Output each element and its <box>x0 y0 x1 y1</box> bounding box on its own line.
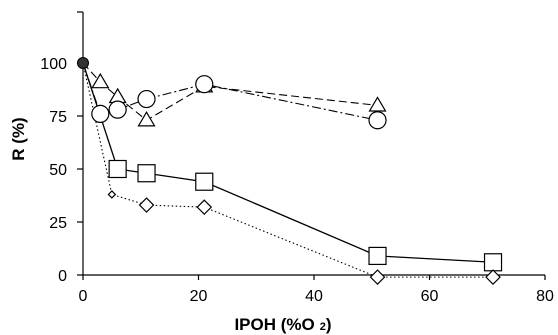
diamond-marker <box>369 269 386 285</box>
circle-marker <box>137 89 156 109</box>
series-line-diamond <box>82 62 494 278</box>
start-point-marker <box>77 57 89 69</box>
y-axis-title: R (%) <box>9 117 28 160</box>
series-markers <box>77 57 503 285</box>
triangle-marker <box>368 96 387 112</box>
series-line-triangle <box>82 62 378 121</box>
y-tick-label: 100 <box>40 56 67 73</box>
y-tick-label: 0 <box>58 268 67 285</box>
square-marker <box>195 172 214 191</box>
triangle-marker <box>108 87 127 104</box>
circle-marker <box>368 111 387 130</box>
square-marker <box>137 164 156 183</box>
x-tick-label: 0 <box>79 288 88 305</box>
triangle-marker <box>137 111 156 127</box>
square-marker <box>108 159 127 179</box>
diamond-marker <box>196 199 213 216</box>
x-tick-label: 80 <box>536 288 554 305</box>
x-axis-title-subscript: 2 <box>320 321 326 333</box>
x-tick-label: 40 <box>305 288 323 305</box>
triangle-marker <box>91 72 110 89</box>
circle-marker <box>195 75 214 94</box>
square-marker <box>368 246 387 266</box>
x-tick-label: 20 <box>190 288 208 305</box>
series-line-square <box>82 62 494 263</box>
y-tick-label: 50 <box>49 162 67 179</box>
diamond-marker <box>485 269 501 285</box>
x-axis-title: IPOH (%O 2) <box>234 315 331 334</box>
circle-marker <box>91 104 110 123</box>
axes: 0 20 40 60 80 0 25 50 75 100 <box>40 11 554 305</box>
y-tick-label: 25 <box>49 215 67 232</box>
x-tick-label: 60 <box>421 288 439 305</box>
square-marker <box>483 253 503 272</box>
series-line-circle <box>82 62 378 121</box>
diamond-marker <box>107 190 117 199</box>
x-axis-title-main: IPOH (%O <box>234 315 314 334</box>
circle-marker <box>108 100 127 119</box>
x-axis-title-close: ) <box>326 315 332 334</box>
series-lines <box>82 62 494 278</box>
y-ticks: 0 25 50 75 100 <box>40 11 83 285</box>
y-tick-label: 75 <box>49 109 67 126</box>
x-ticks: 0 20 40 60 80 <box>79 275 554 305</box>
diamond-marker <box>138 197 155 213</box>
